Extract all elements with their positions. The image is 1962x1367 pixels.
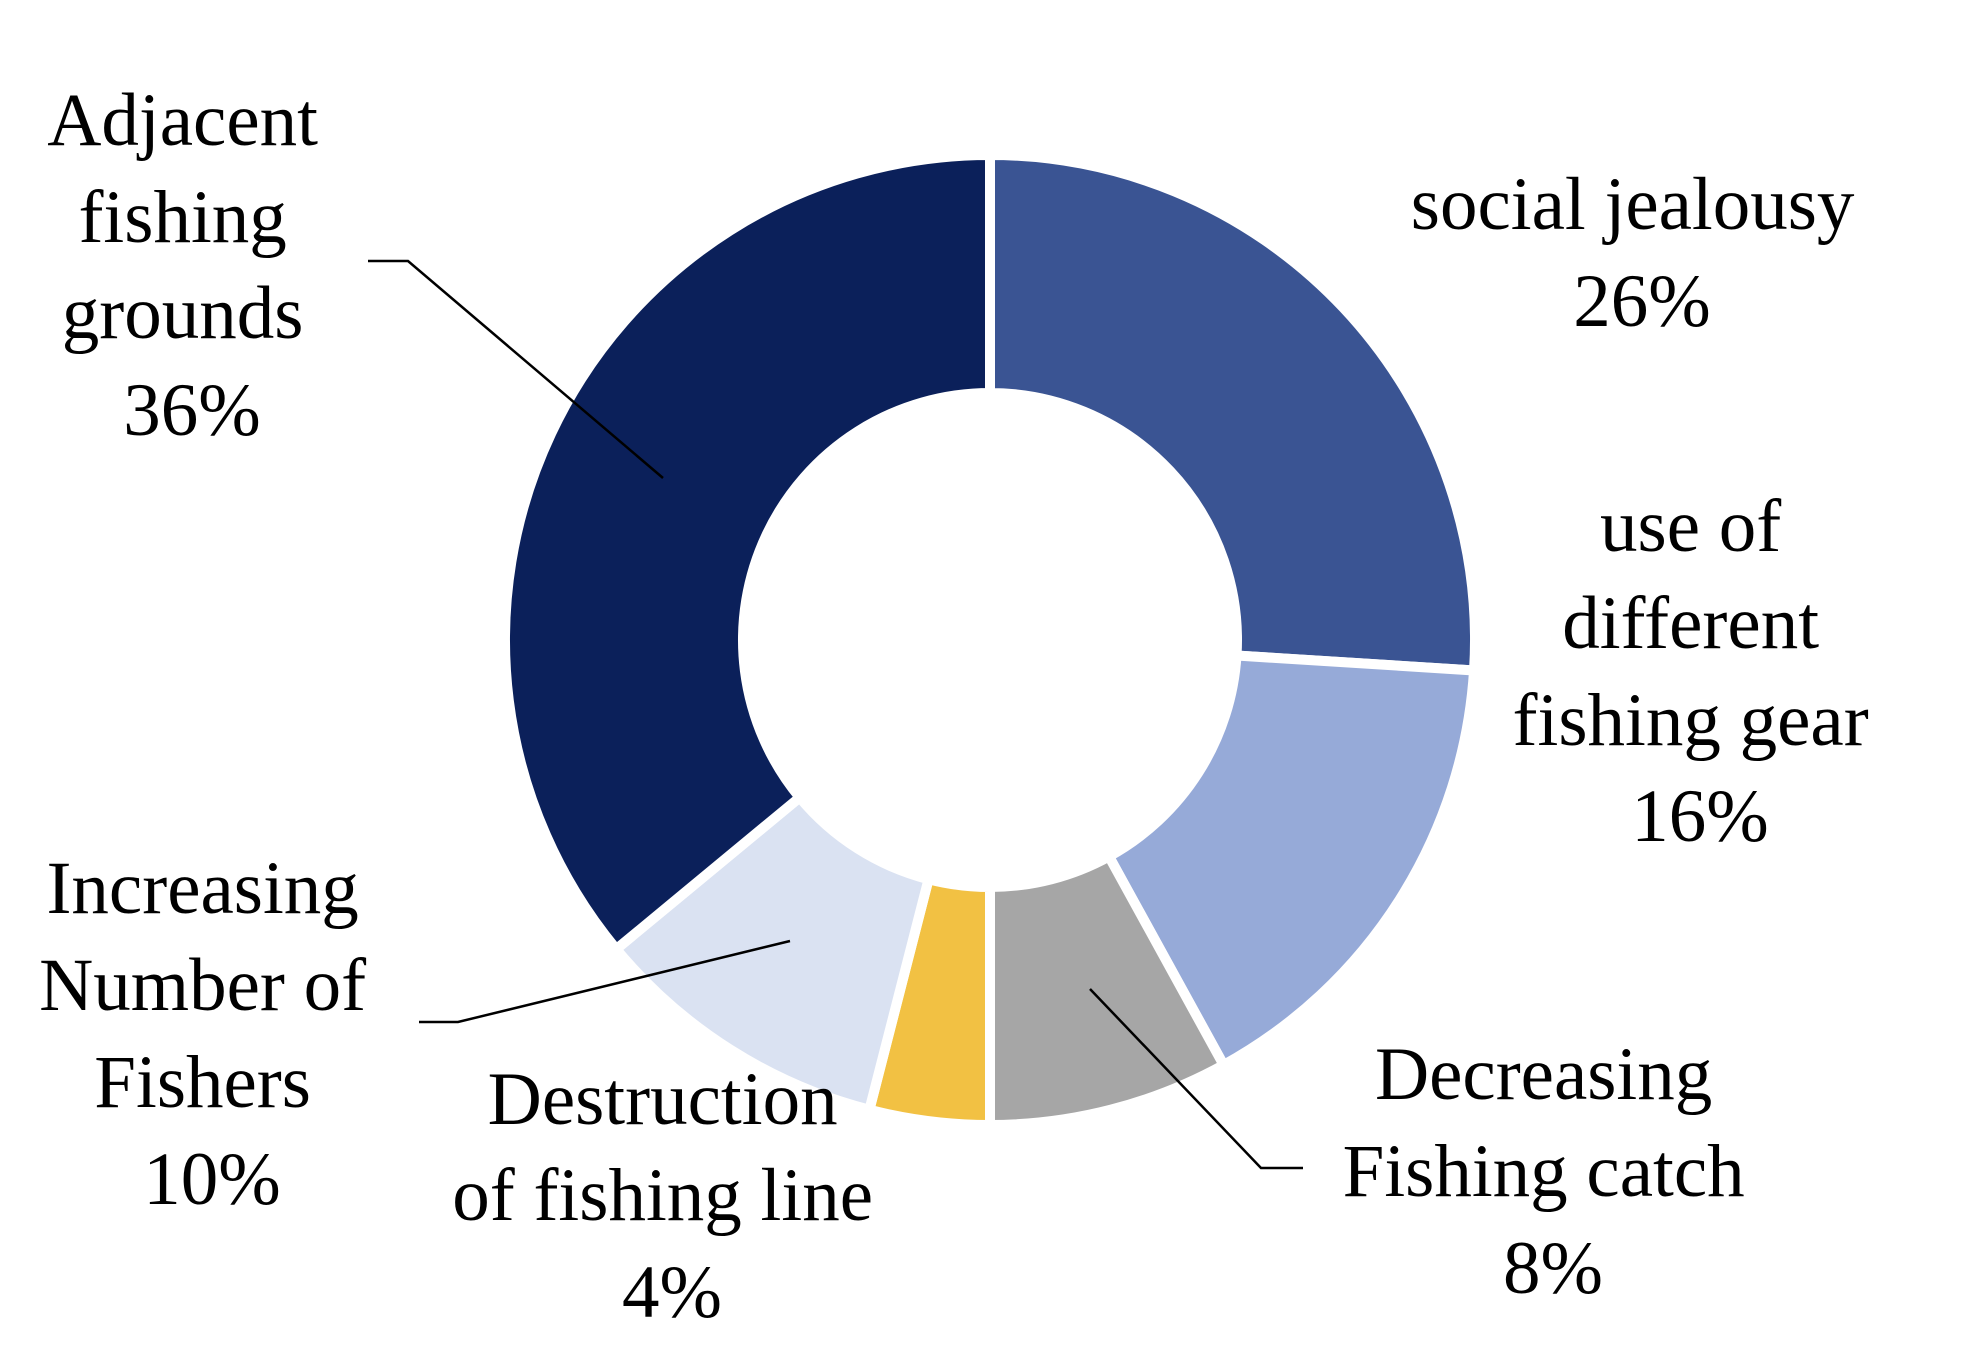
label-value: 16% — [1631, 775, 1768, 858]
leader-line-increasing-number-of-fishers — [419, 939, 791, 1024]
label-value: 36% — [123, 369, 260, 452]
label-line: fishing — [78, 176, 286, 259]
label-line: Adjacent — [47, 79, 318, 162]
label-use-of-different-fishing-gear: use of different fishing gear 16% — [1513, 485, 1888, 858]
label-line: Destruction — [488, 1058, 838, 1141]
data-labels: social jealousy 26% use of different fis… — [39, 79, 1888, 1334]
slice-social-jealousy — [985, 149, 1480, 676]
label-line: of fishing line — [452, 1154, 873, 1237]
label-decreasing-fishing-catch: Decreasing Fishing catch 8% — [1343, 1033, 1764, 1310]
label-value: 26% — [1573, 260, 1710, 343]
label-line: fishing gear — [1513, 679, 1869, 762]
label-value: 8% — [1503, 1227, 1603, 1310]
label-destruction-of-fishing-line: Destruction of fishing line 4% — [452, 1058, 892, 1334]
leader-lines — [368, 259, 1303, 1170]
leader-line-adjacent-fishing-grounds — [368, 259, 664, 479]
label-line: different — [1562, 582, 1819, 665]
label-social-jealousy: social jealousy 26% — [1411, 163, 1873, 343]
label-value: 10% — [143, 1138, 280, 1221]
label-increasing-number-of-fishers: Increasing Number of Fishers 10% — [39, 847, 385, 1221]
slice-use-of-different-fishing-gear — [1102, 650, 1480, 1072]
label-line: Decreasing — [1375, 1033, 1712, 1116]
label-line: use of — [1600, 485, 1781, 568]
label-line: grounds — [62, 272, 304, 355]
slice-increasing-number-of-fishers — [609, 790, 935, 1116]
label-line: social jealousy — [1411, 163, 1855, 246]
label-value: 4% — [622, 1251, 722, 1334]
label-line: Number of — [39, 944, 366, 1027]
donut-slices — [500, 149, 1480, 1131]
label-line: Increasing — [46, 847, 358, 930]
label-line: Fishing catch — [1343, 1130, 1745, 1213]
label-line: Fishers — [94, 1041, 311, 1124]
leader-line-decreasing-fishing-catch — [1089, 988, 1303, 1170]
slice-adjacent-fishing-grounds — [500, 149, 995, 957]
label-adjacent-fishing-grounds: Adjacent fishing grounds 36% — [47, 79, 336, 452]
